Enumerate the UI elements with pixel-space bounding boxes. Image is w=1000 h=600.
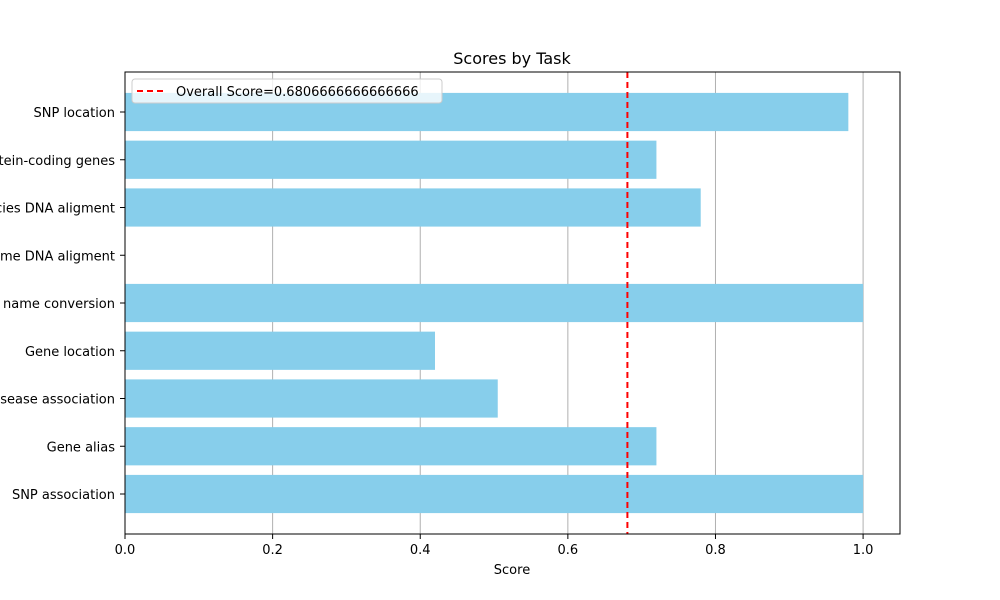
bar	[125, 379, 498, 418]
y-tick-label: Gene disease association	[0, 393, 115, 408]
bar	[125, 283, 864, 323]
y-tick-label: Protein-coding genes	[0, 154, 115, 169]
legend: Overall Score=0.6806666666666666	[131, 78, 443, 104]
x-tick-label: 0.0	[115, 543, 136, 558]
y-tick-label: Gene name conversion	[0, 297, 115, 312]
x-tick-label: 0.4	[410, 543, 431, 558]
bars	[125, 92, 864, 514]
bar	[125, 140, 657, 179]
x-tick-label: 0.8	[705, 543, 726, 558]
y-tick-label: Gene alias	[47, 440, 116, 455]
x-tick-label: 1.0	[853, 543, 874, 558]
y-axis-ticks: SNP location Protein-coding genes Multi-sp…	[0, 106, 125, 503]
legend-label: Overall Score=0.6806666666666666	[176, 85, 419, 100]
bar	[125, 474, 864, 514]
bar	[125, 331, 435, 370]
bar	[125, 427, 657, 466]
x-axis-label: Score	[494, 563, 530, 578]
y-tick-label: Gene location	[25, 345, 115, 360]
x-tick-label: 0.6	[558, 543, 579, 558]
legend-box	[131, 78, 443, 104]
bar	[125, 188, 701, 227]
chart-title: Scores by Task	[453, 49, 571, 68]
x-tick-label: 0.2	[262, 543, 283, 558]
x-axis-ticks: 0.0 0.2 0.4 0.6 0.8 1.0	[115, 534, 874, 558]
y-tick-label: SNP location	[33, 106, 115, 121]
y-tick-label: Human genome DNA aligment	[0, 249, 115, 264]
y-tick-label: SNP association	[12, 488, 115, 503]
y-tick-label: Multi-species DNA aligment	[0, 202, 115, 217]
